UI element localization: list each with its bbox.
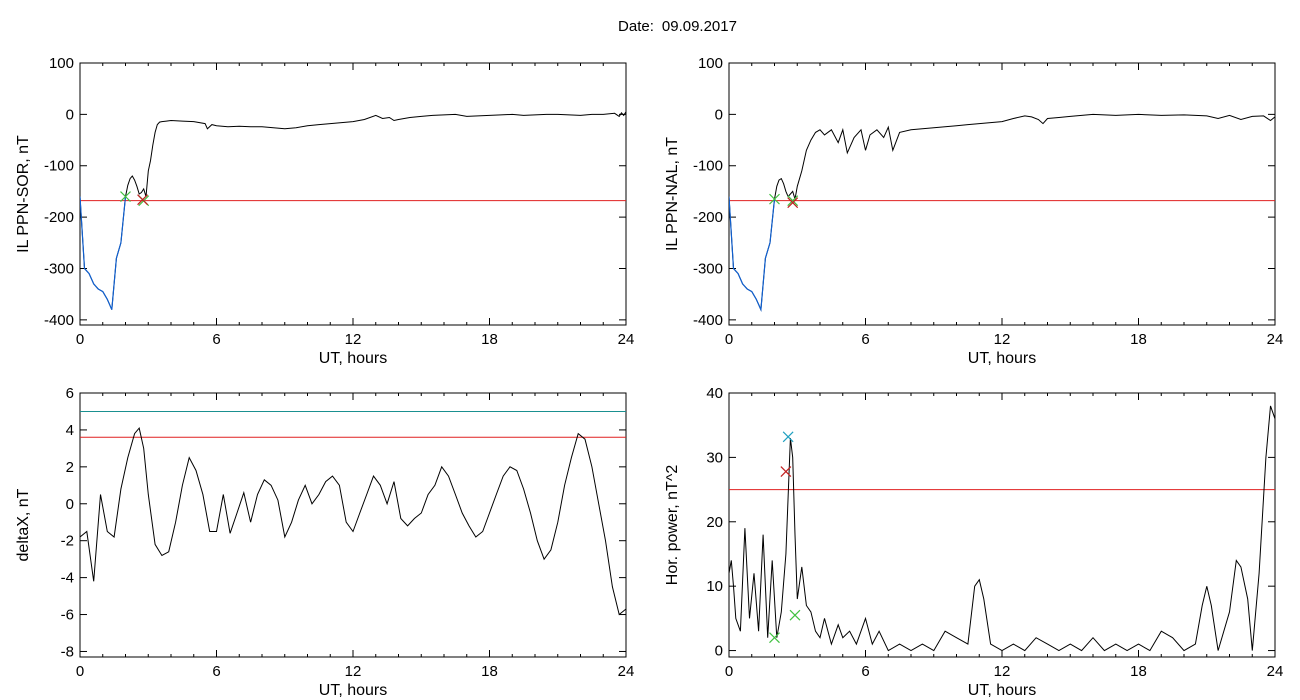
series-line <box>729 113 1275 312</box>
highlight-series-line <box>729 196 776 312</box>
x-marker <box>789 609 801 621</box>
y-tick-label: 4 <box>66 422 74 439</box>
page-title: Date: 09.09.2017 <box>0 18 1300 35</box>
x-marker <box>782 431 794 443</box>
y-tick-label: -2 <box>61 533 74 550</box>
y-tick-label: -200 <box>44 209 74 226</box>
x-marker-stroke <box>789 609 801 621</box>
series-line <box>80 426 626 616</box>
plot-frame <box>728 392 1276 658</box>
x-marker-stroke <box>787 195 799 207</box>
y-tick-label: 6 <box>66 385 74 402</box>
y-tick-label: 0 <box>66 496 74 513</box>
x-tick-label: 6 <box>861 331 869 348</box>
x-marker <box>120 191 131 202</box>
chart-panel-1: 0 6 12 18 24 100 0 -100 -200 -300 -400 UT, hours IL … <box>15 55 634 367</box>
y-tick-label: 20 <box>706 514 723 531</box>
x-axis-label: UT, hours <box>968 682 1036 699</box>
y-tick-label: -4 <box>61 570 74 587</box>
x-marker <box>787 197 799 209</box>
y-axis-label: IL PPN-NAL, nT <box>664 137 681 251</box>
y-tick-label: 10 <box>706 578 723 595</box>
y-tick-label: -300 <box>44 260 74 277</box>
x-tick-label: 18 <box>1130 331 1147 348</box>
x-tick-label: 24 <box>618 331 635 348</box>
y-tick-label: -400 <box>44 312 74 329</box>
x-marker <box>769 193 780 205</box>
x-tick-label: 0 <box>76 331 84 348</box>
y-tick-label: -8 <box>61 643 74 660</box>
plot-frame <box>79 62 627 326</box>
y-axis-label: IL PPN-SOR, nT <box>15 135 32 253</box>
x-marker <box>137 194 148 206</box>
y-tick-label: 0 <box>715 643 723 660</box>
y-tick-label: 30 <box>706 449 723 466</box>
chart-panel-4: 0 6 12 18 24 40 30 20 10 0 UT, hours Hor. power, nT… <box>664 385 1283 699</box>
x-tick-label: 12 <box>994 663 1011 680</box>
x-marker <box>787 195 799 207</box>
x-marker <box>769 632 780 644</box>
x-tick-label: 6 <box>861 663 869 680</box>
plot-area <box>80 111 626 310</box>
x-tick-label: 12 <box>345 331 362 348</box>
y-tick-label: -100 <box>693 158 723 175</box>
x-marker-stroke <box>782 431 794 443</box>
y-tick-label: 2 <box>66 459 74 476</box>
y-tick-label: 40 <box>706 385 723 402</box>
chart-panel-3: 0 6 12 18 24 6 4 2 0 -2 -4 -6 -8 UT, hours deltaX, nT <box>15 385 634 699</box>
x-tick-label: 6 <box>212 331 220 348</box>
x-tick-label: 24 <box>1267 331 1284 348</box>
x-tick-label: 18 <box>481 663 498 680</box>
x-tick-label: 24 <box>1267 663 1284 680</box>
x-tick-label: 0 <box>76 663 84 680</box>
chart-panel-2: 0 6 12 18 24 100 0 -100 -200 -300 -400 UT, hours IL … <box>664 55 1283 367</box>
x-axis-label: UT, hours <box>319 682 387 699</box>
y-tick-label: 100 <box>49 55 74 72</box>
y-tick-label: -6 <box>61 607 74 624</box>
series-line <box>729 405 1275 652</box>
x-tick-label: 24 <box>618 663 635 680</box>
x-tick-label: 6 <box>212 663 220 680</box>
x-tick-label: 18 <box>481 331 498 348</box>
y-tick-label: -300 <box>693 260 723 277</box>
plot-area <box>729 405 1275 652</box>
x-tick-label: 0 <box>725 331 733 348</box>
y-tick-label: -400 <box>693 312 723 329</box>
date-label: Date: <box>618 18 654 35</box>
x-axis-label: UT, hours <box>968 350 1036 367</box>
series-line <box>80 111 626 310</box>
x-tick-label: 0 <box>725 663 733 680</box>
x-marker-stroke <box>787 197 799 209</box>
plot-area <box>80 410 626 616</box>
y-tick-label: 0 <box>66 106 74 123</box>
x-tick-label: 18 <box>1130 663 1147 680</box>
x-marker-stroke <box>780 466 792 477</box>
plot-frame <box>79 392 627 658</box>
y-axis-label: Hor. power, nT^2 <box>664 465 681 586</box>
highlight-series-line <box>80 196 127 310</box>
y-tick-label: 100 <box>698 55 723 72</box>
x-tick-label: 12 <box>345 663 362 680</box>
x-marker-stroke <box>769 632 780 644</box>
x-axis-label: UT, hours <box>319 350 387 367</box>
y-tick-label: -200 <box>693 209 723 226</box>
plot-frame <box>728 62 1276 326</box>
x-marker-stroke <box>120 191 131 202</box>
x-marker-stroke <box>137 194 148 206</box>
x-marker-stroke <box>769 193 780 205</box>
y-tick-label: 0 <box>715 106 723 123</box>
y-tick-label: -100 <box>44 158 74 175</box>
y-axis-label: deltaX, nT <box>15 488 32 561</box>
date-value: 09.09.2017 <box>661 18 737 35</box>
plot-area <box>729 113 1275 312</box>
x-tick-label: 12 <box>994 331 1011 348</box>
x-marker <box>780 466 792 477</box>
